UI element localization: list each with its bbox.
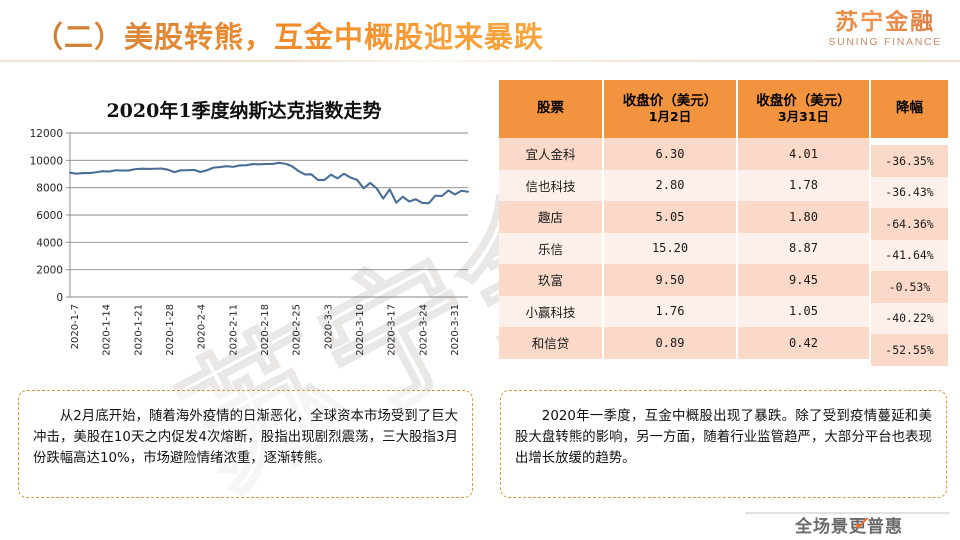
y-axis-tick-label: 4000: [36, 237, 63, 249]
cell-drop-pct: -36.43%: [870, 176, 948, 208]
chart-plot: 12000 10000 8000 6000 4000 2000 0 2020-1-7 2020-…: [30, 128, 470, 356]
table-row: 宜人金科 6.30 4.01 -36.35%: [499, 138, 948, 177]
slide-header: （二）美股转熊，互金中概股迎来暴跌 苏宁金融 SUNING FINANCE: [0, 0, 960, 62]
nasdaq-chart: 2020年1季度纳斯达克指数走势 12000 10000 8000 6000 4000 2…: [8, 96, 476, 386]
table-row: 小赢科技 1.76 1.05 -40.22%: [499, 295, 948, 334]
table-row: 趣店 5.05 1.80 -64.36%: [499, 201, 948, 240]
x-axis-tick-label: 2020-1-7: [70, 304, 81, 349]
cell-drop-pct: -52.55%: [870, 334, 948, 366]
note-right-text: 2020年一季度，互金中概股出现了暴跌。除了受到疫情蔓延和美股大盘转熊的影响，另…: [515, 409, 932, 466]
x-axis-tick-label: 2020-2-25: [292, 304, 303, 356]
cell-stock-name: 趣店: [499, 201, 604, 233]
col-header-price-jan-label: 收盘价（美元）: [622, 93, 718, 110]
cell-price-jan: 5.05: [603, 201, 738, 233]
cell-price-jan: 6.30: [603, 138, 738, 170]
y-axis-tick-label: 12000: [30, 128, 63, 140]
cell-price-mar: 8.87: [737, 232, 871, 264]
cell-price-jan: 9.50: [603, 264, 738, 296]
col-header-price-mar: 收盘价（美元） 3月31日: [737, 80, 871, 138]
cell-price-jan: 0.89: [603, 327, 738, 359]
table-row: 和信贷 0.89 0.42 -52.55%: [499, 327, 948, 366]
header-divider: [0, 60, 960, 62]
cell-price-jan: 2.80: [603, 169, 738, 201]
table-row: 玖富 9.50 9.45 -0.53%: [499, 264, 948, 303]
x-axis-tick-label: 2020-3-24: [418, 304, 429, 356]
cell-drop-pct: -0.53%: [870, 271, 948, 303]
cell-drop-pct: -36.35%: [870, 145, 948, 177]
col-header-price-jan: 收盘价（美元） 1月2日: [603, 80, 738, 138]
col-header-stock-label: 股票: [537, 100, 564, 117]
x-axis-tick-label: 2020-3-31: [450, 304, 461, 356]
cell-stock-name: 和信贷: [499, 327, 604, 359]
x-axis-tick-label: 2020-1-14: [102, 304, 113, 356]
cell-drop-pct: -41.64%: [870, 239, 948, 271]
chart-line-series: [68, 161, 470, 205]
cell-price-jan: 1.76: [603, 295, 738, 327]
cell-drop-pct: -40.22%: [870, 302, 948, 334]
cell-price-jan: 15.20: [603, 232, 738, 264]
cell-stock-name: 玖富: [499, 264, 604, 296]
col-header-price-jan-date: 1月2日: [648, 108, 692, 124]
table-body: 宜人金科 6.30 4.01 -36.35% 信也科技 2.80 1.78 -36.43% 趣店…: [499, 138, 948, 366]
footer-divider: [745, 512, 950, 514]
cell-price-mar: 4.01: [737, 138, 871, 170]
table-row: 信也科技 2.80 1.78 -36.43%: [499, 169, 948, 208]
cell-price-mar: 1.80: [737, 201, 871, 233]
note-left-text: 从2月底开始，随着海外疫情的日渐恶化，全球资本市场受到了巨大冲击，美股在10天之…: [33, 409, 458, 466]
x-axis-tick-label: 2020-3-3: [323, 304, 334, 349]
col-header-price-mar-label: 收盘价（美元）: [756, 93, 851, 110]
cell-stock-name: 乐信: [499, 232, 604, 264]
x-axis-tick-label: 2020-3-17: [387, 304, 398, 356]
y-axis-tick-label: 6000: [36, 210, 63, 222]
x-axis-tick-label: 2020-1-21: [133, 304, 144, 356]
y-axis-tick-label: 10000: [30, 155, 63, 167]
y-axis-tick-label: 8000: [36, 183, 63, 195]
x-axis-tick-label: 2020-2-4: [197, 304, 208, 349]
note-box-right: 2020年一季度，互金中概股出现了暴跌。除了受到疫情蔓延和美股大盘转熊的影响，另…: [500, 390, 947, 498]
chart-title: 2020年1季度纳斯达克指数走势: [106, 100, 382, 122]
cell-price-mar: 1.05: [737, 295, 871, 327]
x-axis-tick-label: 2020-2-18: [260, 304, 271, 356]
note-box-left: 从2月底开始，随着海外疫情的日渐恶化，全球资本市场受到了巨大冲击，美股在10天之…: [18, 390, 473, 498]
col-header-drop-label: 降幅: [896, 100, 923, 117]
col-header-stock: 股票: [499, 80, 604, 138]
cell-drop-pct: -64.36%: [870, 208, 948, 240]
y-axis-tick-label: 0: [56, 292, 63, 304]
table-row: 乐信 15.20 8.87 -41.64%: [499, 232, 948, 271]
col-header-price-mar-date: 3月31日: [777, 108, 830, 124]
x-axis-tick-label: 2020-1-28: [165, 304, 176, 356]
check-icon: ✓: [851, 509, 874, 538]
x-axis-tick-label: 2020-2-11: [228, 304, 239, 356]
cell-stock-name: 小赢科技: [499, 295, 604, 327]
page-title: （二）美股转熊，互金中概股迎来暴跌: [34, 14, 544, 56]
brand-logo-en: SUNING FINANCE: [828, 36, 942, 49]
brand-logo-cn: 苏宁金融: [828, 10, 942, 34]
stock-table: 股票 收盘价（美元） 1月2日 收盘价（美元） 3月31日 降幅 宜人金科 6.3…: [499, 80, 948, 366]
y-axis-tick-label: 2000: [36, 265, 63, 277]
cell-stock-name: 宜人金科: [499, 138, 604, 170]
cell-price-mar: 0.42: [737, 327, 871, 359]
table-header-row: 股票 收盘价（美元） 1月2日 收盘价（美元） 3月31日 降幅: [499, 80, 948, 138]
footer-slogan: 全场景更普惠: [795, 517, 903, 537]
cell-stock-name: 信也科技: [499, 169, 604, 201]
cell-price-mar: 9.45: [737, 264, 871, 296]
cell-price-mar: 1.78: [737, 169, 871, 201]
col-header-drop: 降幅: [870, 80, 948, 138]
x-axis-tick-label: 2020-3-10: [355, 304, 366, 356]
brand-logo: 苏宁金融 SUNING FINANCE: [828, 10, 942, 48]
